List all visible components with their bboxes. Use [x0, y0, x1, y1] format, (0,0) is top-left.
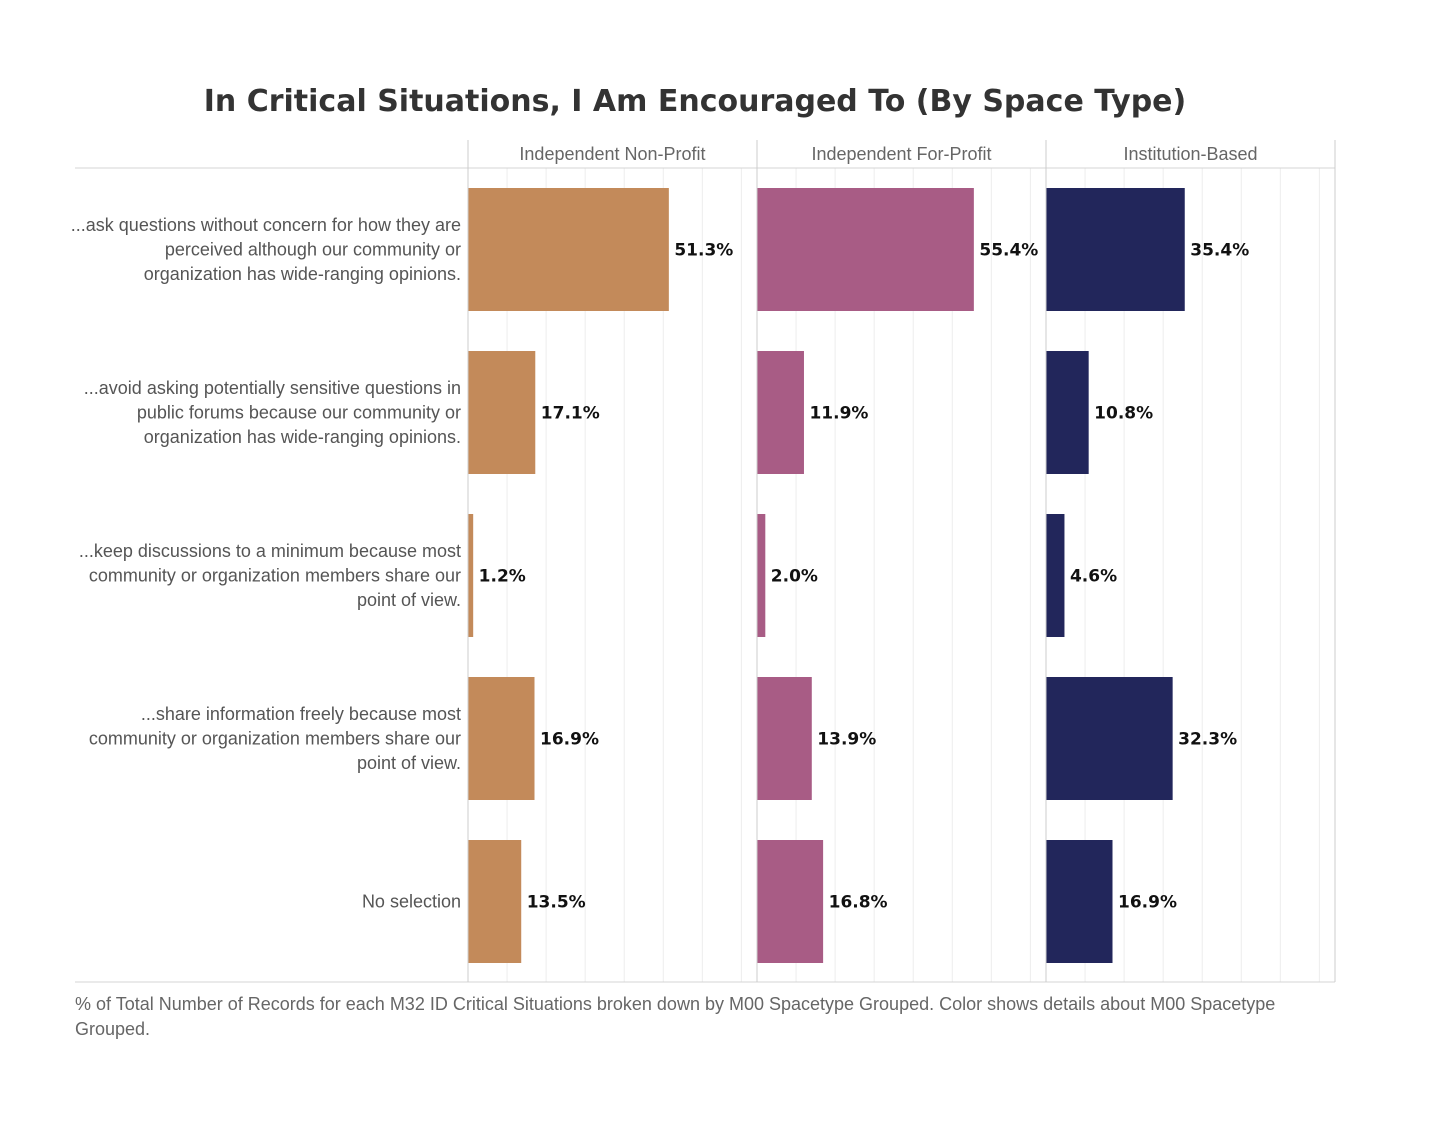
bar: [468, 514, 474, 637]
panel-header: Independent Non-Profit: [519, 144, 705, 164]
bars: [468, 188, 1185, 963]
bar: [757, 351, 804, 474]
bar: [468, 677, 535, 800]
data-label: 16.8%: [829, 893, 888, 913]
category-label: ...avoid asking potentially sensitive qu…: [84, 378, 461, 447]
data-label: 55.4%: [979, 241, 1038, 261]
panel-headers: Independent Non-Profit Independent For-Pr…: [519, 144, 1257, 164]
data-label: 51.3%: [674, 241, 733, 261]
panel-header: Institution-Based: [1123, 144, 1257, 164]
bar: [1046, 514, 1065, 637]
category-label: No selection: [362, 892, 461, 912]
data-label: 17.1%: [541, 404, 600, 424]
data-label: 32.3%: [1178, 730, 1237, 750]
data-labels: 51.3% 17.1% 1.2% 16.9% 13.5% 55.4% 11.9% 2.0% 13…: [479, 241, 1250, 913]
category-label: ...ask questions without concern for how…: [71, 215, 461, 284]
bar: [468, 188, 669, 311]
data-label: 11.9%: [809, 404, 868, 424]
panel-header: Independent For-Profit: [811, 144, 991, 164]
bar: [1046, 840, 1113, 963]
data-label: 4.6%: [1070, 567, 1117, 587]
bar: [1046, 351, 1089, 474]
data-label: 16.9%: [540, 730, 599, 750]
bar: [1046, 188, 1185, 311]
data-label: 1.2%: [479, 567, 526, 587]
chart-frame: [75, 140, 1336, 983]
bar: [468, 351, 536, 474]
data-label: 10.8%: [1094, 404, 1153, 424]
data-label: 13.5%: [527, 893, 586, 913]
bar: [468, 840, 522, 963]
data-label: 13.9%: [817, 730, 876, 750]
bar: [757, 840, 824, 963]
bar: [1046, 677, 1173, 800]
bar: [757, 514, 766, 637]
bar: [757, 677, 812, 800]
bar: [757, 188, 974, 311]
category-label: ...share information freely because most…: [89, 704, 461, 773]
category-label: ...keep discussions to a minimum because…: [79, 541, 461, 610]
category-labels: ...ask questions without concern for how…: [71, 215, 461, 912]
data-label: 35.4%: [1190, 241, 1249, 261]
footnote: % of Total Number of Records for each M3…: [75, 994, 1276, 1039]
data-label: 2.0%: [771, 567, 818, 587]
data-label: 16.9%: [1118, 893, 1177, 913]
chart-title: In Critical Situations, I Am Encouraged …: [203, 84, 1187, 119]
